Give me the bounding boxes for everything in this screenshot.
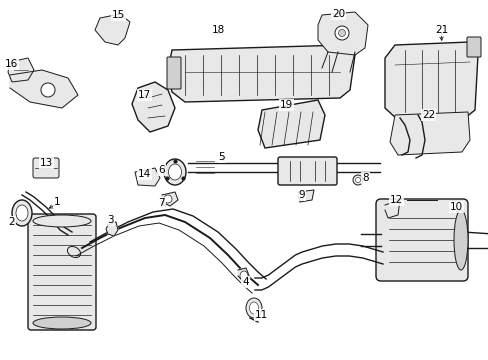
Text: 17: 17: [138, 90, 151, 100]
Ellipse shape: [33, 215, 91, 227]
FancyBboxPatch shape: [33, 158, 59, 178]
Text: 8: 8: [361, 173, 368, 183]
FancyBboxPatch shape: [278, 157, 336, 185]
Text: 18: 18: [212, 25, 225, 35]
Polygon shape: [95, 14, 130, 45]
Polygon shape: [132, 82, 175, 132]
Ellipse shape: [245, 298, 262, 318]
Text: 5: 5: [218, 152, 224, 162]
FancyBboxPatch shape: [167, 57, 181, 89]
Ellipse shape: [334, 26, 348, 40]
Text: 1: 1: [54, 197, 61, 207]
Ellipse shape: [163, 195, 172, 203]
Ellipse shape: [168, 164, 181, 180]
Text: 14: 14: [138, 169, 151, 179]
Polygon shape: [10, 70, 78, 108]
Text: 10: 10: [449, 202, 462, 212]
Text: 21: 21: [434, 25, 447, 35]
Text: 19: 19: [280, 100, 293, 110]
Ellipse shape: [16, 205, 28, 221]
Polygon shape: [162, 192, 178, 206]
Ellipse shape: [163, 159, 185, 185]
Polygon shape: [8, 58, 34, 82]
Text: 15: 15: [112, 10, 125, 20]
Polygon shape: [168, 45, 354, 102]
Text: 11: 11: [254, 310, 268, 320]
Text: 3: 3: [107, 215, 113, 225]
Polygon shape: [384, 42, 477, 120]
Ellipse shape: [41, 83, 55, 97]
Text: 7: 7: [158, 198, 164, 208]
Polygon shape: [297, 190, 313, 202]
Ellipse shape: [240, 271, 247, 281]
Text: 2: 2: [8, 217, 15, 227]
Polygon shape: [384, 200, 399, 218]
Ellipse shape: [338, 30, 345, 36]
Text: 6: 6: [158, 165, 164, 175]
Polygon shape: [389, 112, 469, 155]
Text: 16: 16: [5, 59, 18, 69]
Polygon shape: [317, 12, 367, 55]
Polygon shape: [238, 268, 249, 282]
Text: 13: 13: [40, 158, 53, 168]
Ellipse shape: [249, 302, 258, 314]
Text: 22: 22: [421, 110, 434, 120]
FancyBboxPatch shape: [28, 214, 96, 330]
Text: 20: 20: [331, 9, 345, 19]
Text: 4: 4: [242, 277, 248, 287]
Polygon shape: [135, 168, 160, 186]
Polygon shape: [258, 100, 325, 148]
Text: 12: 12: [389, 195, 403, 205]
Ellipse shape: [453, 210, 467, 270]
FancyBboxPatch shape: [375, 199, 467, 281]
Ellipse shape: [12, 200, 32, 226]
Text: 9: 9: [297, 190, 304, 200]
Ellipse shape: [352, 175, 362, 185]
Polygon shape: [106, 222, 118, 236]
FancyBboxPatch shape: [466, 37, 480, 57]
Ellipse shape: [355, 177, 360, 183]
Ellipse shape: [33, 317, 91, 329]
